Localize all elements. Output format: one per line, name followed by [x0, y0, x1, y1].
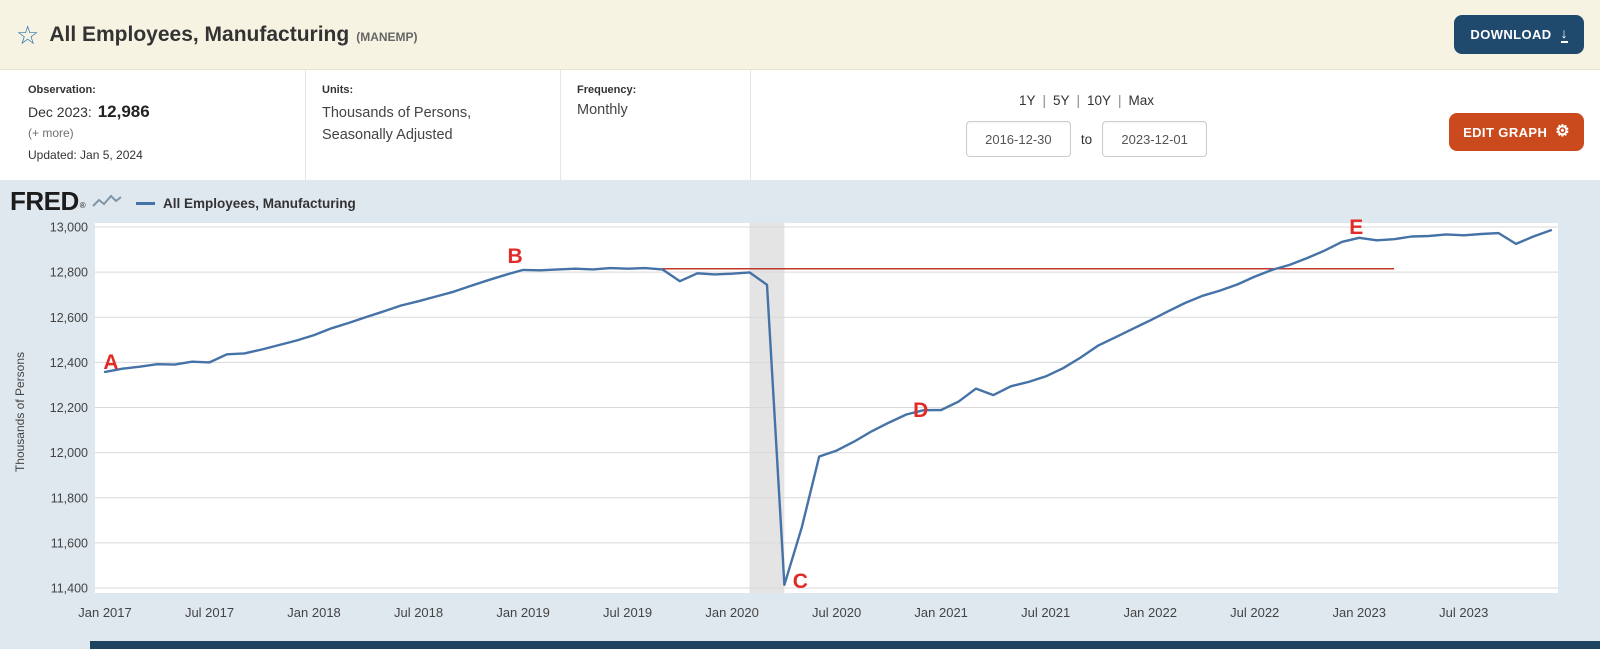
y-tick-label: 12,200 — [50, 401, 88, 415]
y-tick-label: 11,800 — [51, 491, 88, 505]
x-tick-label: Jan 2018 — [287, 605, 341, 620]
registered-mark: ® — [79, 201, 86, 210]
x-tick-label: Jul 2018 — [394, 605, 443, 620]
y-tick-label: 12,400 — [50, 356, 88, 370]
range-preset-10y[interactable]: 10Y — [1087, 93, 1112, 108]
x-tick-label: Jan 2017 — [78, 605, 132, 620]
annotation-C: C — [793, 570, 808, 593]
range-presets: 1Y | 5Y | 10Y | Max — [1019, 93, 1154, 108]
x-tick-label: Jul 2021 — [1021, 605, 1070, 620]
frequency-value: Monthly — [577, 102, 628, 118]
edit-graph-label: EDIT GRAPH — [1463, 124, 1548, 140]
fred-logo[interactable]: FRED ® — [10, 186, 122, 217]
observation-value-line: Dec 2023: 12,986 — [28, 102, 305, 122]
x-tick-label: Jul 2019 — [603, 605, 652, 620]
download-icon: ↓ — [1560, 25, 1568, 43]
info-bar: Observation: Dec 2023: 12,986 (+ more) U… — [0, 70, 1600, 180]
x-tick-label: Jul 2020 — [812, 605, 861, 620]
preset-separator: | — [1042, 93, 1046, 108]
preset-separator: | — [1118, 93, 1122, 108]
start-date-input[interactable] — [965, 121, 1071, 157]
units-label: Units: — [322, 84, 354, 96]
to-label: to — [1080, 131, 1093, 147]
series-id-label: (MANEMP) — [356, 29, 418, 44]
range-preset-max[interactable]: Max — [1128, 93, 1155, 108]
x-tick-label: Jan 2019 — [496, 605, 550, 620]
observation-label: Observation: — [28, 84, 96, 96]
units-value-line1: Thousands of Persons, — [322, 105, 472, 121]
footer-bar — [90, 641, 1600, 649]
x-tick-label: Jan 2022 — [1123, 605, 1177, 620]
y-tick-label: 11,400 — [51, 582, 88, 596]
observation-section: Observation: Dec 2023: 12,986 (+ more) U… — [0, 70, 305, 180]
x-tick-label: Jan 2023 — [1332, 605, 1386, 620]
x-tick-label: Jan 2020 — [705, 605, 759, 620]
y-tick-label: 12,000 — [50, 446, 88, 460]
x-tick-label: Jul 2017 — [185, 605, 234, 620]
header-bar: ☆ All Employees, Manufacturing (MANEMP) … — [0, 0, 1600, 70]
range-preset-5y[interactable]: 5Y — [1052, 93, 1070, 108]
range-inputs: to — [965, 121, 1208, 157]
download-button-label: DOWNLOAD — [1470, 27, 1552, 42]
x-tick-label: Jul 2022 — [1230, 605, 1279, 620]
fred-logo-squiggle-icon — [91, 194, 122, 207]
edit-graph-button[interactable]: EDIT GRAPH ⚙ — [1449, 113, 1584, 151]
edit-graph-section: EDIT GRAPH ⚙ — [1422, 70, 1600, 180]
annotation-E: E — [1349, 216, 1363, 239]
range-preset-1y[interactable]: 1Y — [1018, 93, 1036, 108]
observation-value: 12,986 — [97, 102, 150, 121]
units-section: Units: Thousands of Persons, Seasonally … — [305, 70, 560, 180]
download-button[interactable]: DOWNLOAD ↓ — [1454, 15, 1584, 54]
y-tick-label: 11,600 — [51, 536, 88, 550]
y-tick-label: 12,800 — [50, 266, 88, 280]
updated-label: Updated: Jan 5, 2024 — [28, 148, 143, 162]
observation-date: Dec 2023: — [28, 104, 92, 120]
employment-line-chart[interactable]: 11,400 11,600 11,800 12,000 12,200 12,400 12,6… — [0, 180, 1600, 649]
annotation-D: D — [913, 399, 928, 422]
legend-label: All Employees, Manufacturing — [163, 196, 356, 211]
units-value-line2: Seasonally Adjusted — [322, 127, 453, 144]
end-date-input[interactable] — [1102, 121, 1208, 157]
chart-legend: All Employees, Manufacturing — [136, 196, 356, 211]
page-title: All Employees, Manufacturing — [49, 22, 350, 46]
x-tick-label: Jul 2023 — [1439, 605, 1488, 620]
x-tick-label: Jan 2021 — [914, 605, 968, 620]
legend-line-swatch — [136, 202, 155, 205]
series-line — [103, 229, 1553, 586]
frequency-section: Frequency: Monthly — [560, 70, 750, 180]
frequency-label: Frequency: — [577, 84, 637, 96]
annotation-B: B — [507, 245, 522, 268]
annotation-A: A — [103, 351, 118, 374]
y-tick-label: 12,600 — [50, 311, 88, 325]
date-range-section: 1Y | 5Y | 10Y | Max to — [750, 70, 1422, 180]
more-link[interactable]: (+ more) — [28, 126, 74, 140]
chart-section: FRED ® All Employees, Manufacturing Thou… — [0, 180, 1600, 649]
preset-separator: | — [1076, 93, 1080, 108]
gear-icon: ⚙ — [1555, 123, 1570, 140]
fred-logo-text: FRED — [10, 186, 79, 216]
y-tick-label: 13,000 — [50, 221, 88, 235]
favorite-star-icon[interactable]: ☆ — [16, 19, 40, 50]
